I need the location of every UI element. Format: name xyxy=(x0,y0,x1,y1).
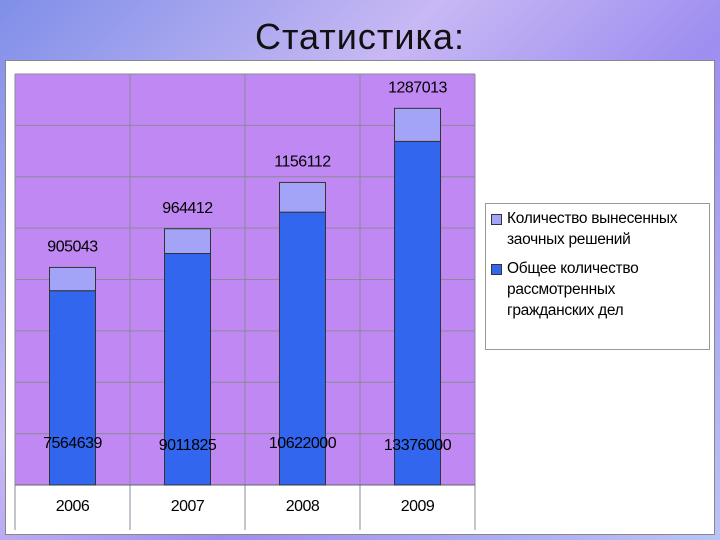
legend: Количество вынесенных заочных решений Общ… xyxy=(485,203,710,350)
data-label: 1156112 xyxy=(274,154,331,171)
x-tick-label: 2007 xyxy=(171,498,205,515)
x-tick-label: 2008 xyxy=(286,498,320,515)
bar-segment xyxy=(394,107,441,142)
bar-segment xyxy=(279,181,326,213)
bar-segment xyxy=(49,290,96,486)
bar-segment xyxy=(394,140,441,486)
legend-label: Общее количество рассмотренных гражданск… xyxy=(507,260,639,319)
bar-segment xyxy=(164,228,211,255)
slide-title: Статистика: xyxy=(254,16,466,57)
legend-swatch xyxy=(491,264,502,275)
data-label: 13376000 xyxy=(384,437,452,454)
data-label: 9011825 xyxy=(159,437,217,454)
data-label: 10622000 xyxy=(269,435,337,452)
bar-segment xyxy=(279,211,326,486)
data-label: 1287013 xyxy=(388,80,447,97)
legend-label: Количество вынесенных заочных решений xyxy=(507,210,678,248)
legend-swatch xyxy=(491,214,502,225)
x-tick-label: 2006 xyxy=(56,498,90,515)
data-label: 7564639 xyxy=(43,435,102,452)
bar-segment xyxy=(164,253,211,486)
legend-item: Количество вынесенных заочных решений xyxy=(490,208,705,250)
data-label: 964412 xyxy=(162,200,213,217)
data-label: 905043 xyxy=(47,239,98,256)
x-tick-label: 2009 xyxy=(401,498,435,515)
bar-segment xyxy=(49,266,96,292)
legend-item: Общее количество рассмотренных гражданск… xyxy=(490,258,705,321)
